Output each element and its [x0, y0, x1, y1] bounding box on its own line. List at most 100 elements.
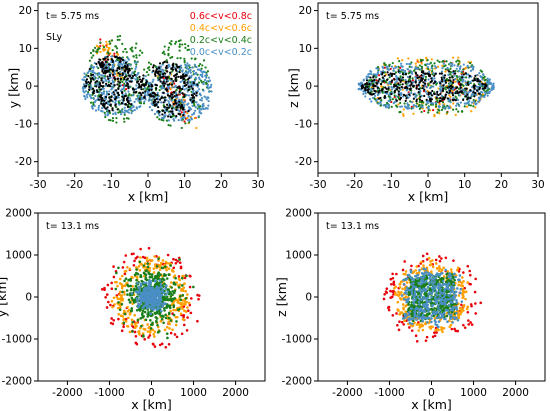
- scatter-point: [408, 78, 411, 81]
- scatter-point: [401, 71, 405, 74]
- scatter-point: [200, 67, 203, 70]
- scatter-point: [393, 94, 396, 97]
- scatter-point: [403, 69, 407, 73]
- scatter-point: [390, 282, 393, 286]
- scatter-point: [411, 72, 414, 75]
- scatter-point: [420, 76, 423, 80]
- scatter-point: [484, 93, 487, 96]
- scatter-point: [383, 293, 386, 296]
- scatter-point: [406, 107, 409, 110]
- scatter-point: [142, 264, 146, 267]
- scatter-point: [97, 108, 100, 111]
- scatter-point: [203, 78, 207, 82]
- scatter-point: [140, 263, 144, 266]
- scatter-point: [167, 273, 171, 276]
- scatter-point: [146, 301, 150, 305]
- scatter-point: [418, 64, 422, 67]
- scatter-point: [397, 65, 400, 68]
- scatter-point: [117, 301, 120, 304]
- legend-entry: 0.0c<v<0.2c: [190, 47, 252, 58]
- scatter-point: [116, 35, 119, 38]
- scatter-point: [170, 77, 173, 80]
- scatter-point: [187, 44, 190, 47]
- scatter-point: [463, 93, 466, 96]
- scatter-point: [170, 107, 174, 110]
- scatter-point: [163, 99, 166, 102]
- scatter-point: [148, 88, 151, 92]
- scatter-point: [171, 290, 174, 293]
- scatter-point: [417, 105, 420, 108]
- scatter-point: [451, 94, 455, 97]
- scatter-point: [102, 67, 105, 70]
- scatter-point: [94, 109, 98, 112]
- scatter-point: [105, 93, 108, 97]
- scatter-point: [100, 65, 104, 69]
- scatter-point: [163, 309, 166, 312]
- scatter-point: [164, 316, 168, 320]
- scatter-point: [398, 71, 401, 75]
- scatter-point: [161, 113, 164, 116]
- scatter-point: [138, 269, 142, 272]
- scatter-point: [157, 290, 160, 293]
- scatter-point: [427, 93, 430, 96]
- scatter-point: [418, 323, 421, 326]
- scatter-point: [207, 104, 210, 107]
- scatter-point: [456, 329, 460, 333]
- scatter-point: [452, 78, 455, 82]
- scatter-point: [174, 258, 178, 262]
- scatter-point: [189, 71, 192, 74]
- scatter-point: [161, 63, 164, 66]
- scatter-point: [431, 265, 435, 269]
- scatter-point: [136, 291, 140, 295]
- scatter-point: [143, 328, 147, 331]
- scatter-point: [472, 84, 475, 88]
- scatter-point: [448, 94, 451, 97]
- scatter-point: [131, 320, 134, 324]
- scatter-point: [151, 321, 154, 325]
- scatter-point: [126, 293, 129, 296]
- scatter-point: [124, 269, 128, 273]
- scatter-point: [153, 104, 156, 107]
- scatter-point: [415, 98, 418, 101]
- scatter-point: [85, 78, 89, 81]
- scatter-point: [148, 287, 152, 291]
- scatter-point: [401, 88, 404, 91]
- scatter-point: [100, 94, 103, 97]
- scatter-point: [445, 91, 448, 94]
- scatter-point: [186, 103, 189, 106]
- scatter-point: [111, 59, 114, 62]
- scatter-point: [188, 274, 192, 278]
- scatter-point: [165, 277, 169, 280]
- scatter-point: [148, 93, 151, 96]
- scatter-point: [117, 80, 120, 83]
- scatter-point: [162, 80, 165, 83]
- scatter-point: [162, 119, 165, 122]
- scatter-point: [476, 89, 479, 92]
- scatter-point: [376, 98, 379, 101]
- scatter-point: [187, 109, 190, 113]
- y-tick-label: 0: [25, 292, 32, 304]
- scatter-point: [379, 100, 382, 104]
- scatter-point: [136, 305, 140, 309]
- scatter-point: [190, 297, 193, 300]
- scatter-point: [160, 101, 163, 104]
- scatter-point: [404, 273, 407, 276]
- scatter-point: [139, 247, 142, 251]
- scatter-point: [127, 86, 130, 90]
- scatter-point: [124, 61, 128, 64]
- scatter-point: [125, 50, 128, 54]
- scatter-point: [193, 58, 197, 61]
- scatter-point: [444, 94, 447, 98]
- scatter-point: [422, 74, 425, 78]
- scatter-point: [101, 70, 104, 73]
- scatter-point: [149, 327, 153, 330]
- scatter-point: [461, 74, 464, 77]
- scatter-point: [159, 261, 163, 265]
- scatter-point: [387, 103, 391, 106]
- scatter-point: [172, 91, 175, 94]
- scatter-point: [122, 62, 125, 65]
- scatter-point: [407, 57, 410, 60]
- scatter-point: [467, 83, 470, 86]
- scatter-point: [89, 95, 92, 98]
